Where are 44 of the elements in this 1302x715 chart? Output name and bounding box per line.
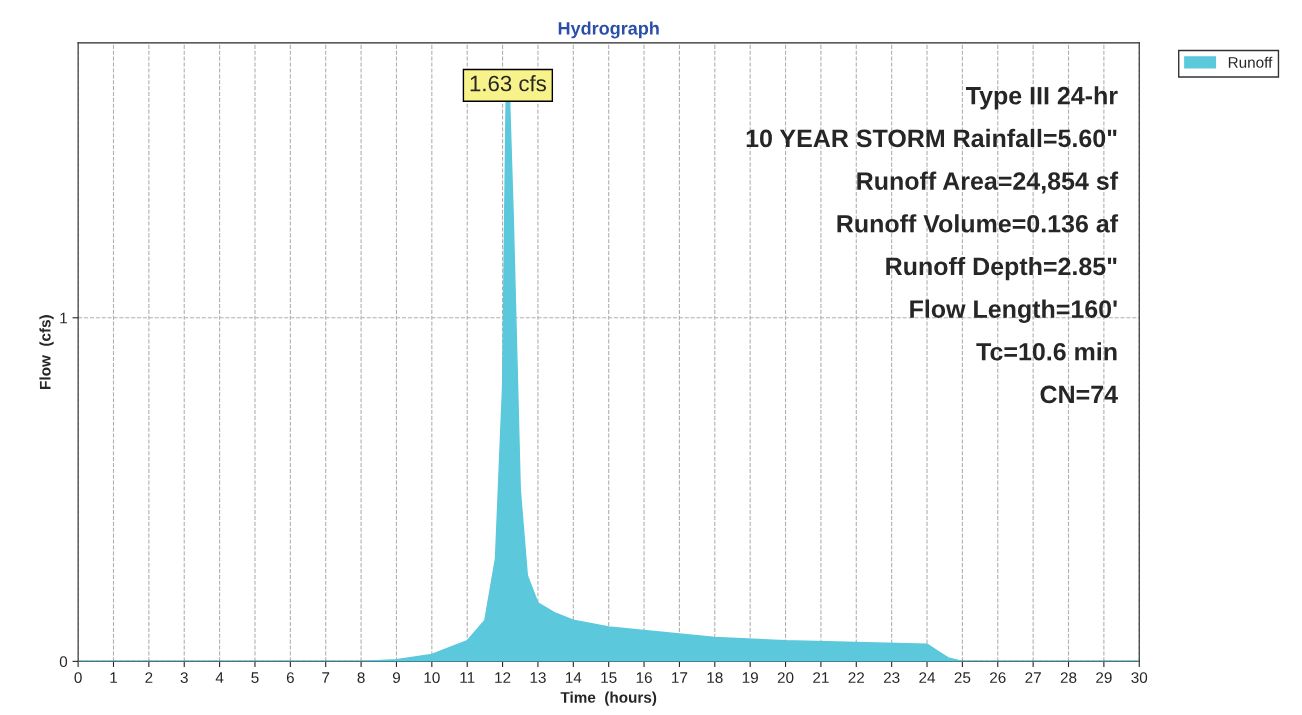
x-tick-label: 13 — [530, 672, 546, 684]
x-tick-label: 2 — [145, 672, 153, 683]
x-tick-label: 19 — [742, 672, 758, 684]
annotation: Runoff Depth=2.85" — [886, 256, 1117, 281]
legend-label: Runoff — [1228, 56, 1273, 68]
x-tick-label: 10 — [424, 672, 440, 684]
x-tick-label: 21 — [813, 672, 829, 683]
x-tick-label: 4 — [215, 672, 224, 683]
x-tick-label: 0 — [74, 672, 82, 684]
x-tick-label: 12 — [495, 672, 511, 683]
x-tick-label: 15 — [601, 672, 617, 684]
x-tick-label: 28 — [1060, 672, 1077, 684]
x-tick-label: 14 — [565, 672, 582, 683]
annotation: Type III 24-hr — [965, 86, 1118, 110]
x-tick-label: 23 — [883, 672, 900, 684]
annotation: Runoff Area=24,854 sf — [857, 171, 1119, 194]
x-tick-label: 27 — [1025, 672, 1041, 683]
x-tick-label: 6 — [286, 672, 294, 684]
x-tick-label: 9 — [392, 672, 400, 684]
x-tick-label: 5 — [251, 672, 259, 684]
x-tick-label: 16 — [636, 672, 652, 684]
x-tick-label: 26 — [990, 672, 1006, 684]
annotation: Flow Length=160' — [910, 299, 1117, 323]
annotation: Runoff Volume=0.136 af — [837, 214, 1119, 233]
x-tick-label: 24 — [919, 672, 936, 683]
x-tick-label: 22 — [848, 672, 865, 683]
x-tick-label: 25 — [954, 672, 971, 684]
annotation: 10 YEAR STORM Rainfall=5.60" — [746, 128, 1117, 148]
x-tick-label: 20 — [777, 672, 794, 684]
annotation: CN=74 — [1040, 385, 1118, 404]
x-tick-label: 3 — [180, 672, 188, 684]
x-tick-label: 30 — [1131, 672, 1148, 684]
x-tick-label: 11 — [460, 672, 475, 683]
x-tick-label: 29 — [1096, 672, 1112, 684]
y-axis-title: Flow (cfs) — [39, 315, 54, 389]
x-tick-label: 18 — [707, 672, 723, 684]
annotation: Tc=10.6 min — [976, 342, 1117, 361]
x-tick-label: 7 — [322, 672, 330, 683]
annotation: 1.63 cfs — [470, 75, 546, 92]
chart-title: Hydrograph — [558, 21, 659, 39]
x-tick-label: 8 — [357, 672, 365, 684]
x-tick-label: 17 — [672, 672, 688, 683]
x-axis-title: Time (hours) — [560, 691, 657, 706]
x-tick-label: 1 — [110, 672, 117, 683]
